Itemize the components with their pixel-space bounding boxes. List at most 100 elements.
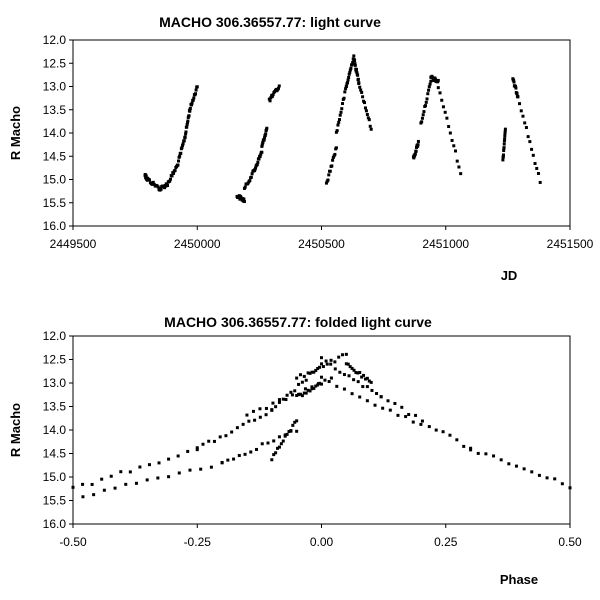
light-curve-data-point [327,173,331,177]
folded-light-curve-data-point [295,419,299,423]
folded-light-curve-data-point [318,381,322,385]
folded-light-curve-y-tick-label: 14.5 [43,447,67,461]
folded-light-curve-data-point [568,486,572,490]
light-curve-data-point [538,180,542,184]
light-curve-data-point [427,85,431,89]
folded-light-curve-data-point [281,439,285,443]
light-curve-data-point [243,185,247,189]
light-curve-data-point [338,113,342,117]
light-curve-data-point [351,61,355,65]
light-curve-data-point [173,169,177,173]
light-curve-data-point [348,68,352,72]
folded-light-curve-data-point [92,493,96,497]
folded-light-curve-data-point [167,457,171,461]
light-curve-y-tick-label: 13.5 [43,103,67,117]
light-curve-data-point [528,140,532,144]
folded-light-curve-data-point [344,352,348,356]
folded-light-curve-data-point [209,465,213,469]
light-curve-data-point [426,92,430,96]
light-curve-data-point [365,113,369,117]
light-curve-data-point [450,138,454,142]
light-curve-data-point [425,97,429,101]
light-curve-data-point [519,109,523,113]
light-curve-data-point [340,107,344,111]
light-curve-data-point [344,87,348,91]
folded-light-curve-data-point [308,371,312,375]
folded-light-curve-data-point [419,422,423,426]
folded-light-curve-y-ticks: 12.0 12.5 13.0 13.5 14.0 14.5 15.0 15.5 16.0 [43,329,73,531]
folded-light-curve-data-point [195,446,199,450]
folded-light-curve-data-point [293,420,297,424]
folded-light-curve-data-point [462,444,466,448]
folded-light-curve-data-point [365,376,369,380]
light-curve-data-point [258,155,262,159]
light-curve-data-point [255,163,259,167]
folded-light-curve-x-axis-label: Phase [500,572,538,587]
light-curve-y-tick-label: 15.0 [43,173,67,187]
light-curve-data-point [186,121,190,125]
folded-light-curve-y-tick-label: 13.0 [43,376,67,390]
light-curve-x-tick-label: 2451500 [547,237,594,251]
light-curve-data-point [179,151,183,155]
folded-light-curve-title: MACHO 306.36557.77: folded light curve [164,314,432,330]
light-curve-data-point [271,93,275,97]
folded-light-curve-data-point [295,429,299,433]
light-curve-data-point [250,172,254,176]
folded-light-curve-data-point [361,385,365,389]
folded-light-curve-data-point [147,463,151,467]
light-curve-data-point [260,150,264,154]
folded-light-curve-data-point [310,370,314,374]
folded-light-curve-data-point [324,359,328,363]
light-curve-data-point [364,109,368,113]
folded-light-curve-y-tick-label: 15.0 [43,470,67,484]
folded-light-curve-data-point [354,371,358,375]
folded-light-curve-data-point [220,460,224,464]
folded-light-curve-data-point [365,385,369,389]
light-curve-data-point [349,66,353,70]
folded-light-curve-data-point [427,425,431,429]
folded-light-curve-data-point [138,465,142,469]
light-curve-data-point [348,70,352,74]
light-curve-data-point [531,153,535,157]
folded-light-curve-data-point [264,406,268,410]
folded-light-curve-data-point [298,373,302,377]
folded-light-curve-data-point [145,478,149,482]
light-curve-x-tick-label: 2450500 [298,237,345,251]
light-curve-data-point [177,159,181,163]
folded-light-curve-data-point [358,395,362,399]
folded-light-curve-y-tick-label: 12.5 [43,353,67,367]
folded-light-curve-data-point [235,426,239,430]
light-curve-data-point [259,152,263,156]
light-curve-data-point [514,84,518,88]
light-curve-data-point [168,179,172,183]
folded-light-curve-data-point [484,452,488,456]
light-curve-data-point [503,137,507,141]
folded-light-curve-points [71,352,572,499]
light-curve-data-point [337,118,341,122]
folded-light-curve-data-point [329,362,333,366]
light-curve-data-point [501,155,505,159]
folded-light-curve-data-point [316,383,320,387]
light-curve-data-point [512,78,516,82]
folded-light-curve-data-point [325,362,329,366]
folded-light-curve-data-point [113,486,117,490]
folded-light-curve-data-point [321,365,325,369]
folded-light-curve-data-point [306,388,310,392]
folded-light-curve-x-tick-label: -0.50 [59,535,87,549]
folded-light-curve-data-point [348,365,352,369]
light-curve-data-point [176,163,180,167]
folded-light-curve-data-point [302,391,306,395]
light-curve-data-point [503,131,507,135]
light-curve-data-point [447,125,451,129]
folded-light-curve-data-point [284,397,288,401]
folded-light-curve-data-point [396,413,400,417]
light-curve-data-point [523,121,527,125]
folded-light-curve-data-point [362,373,366,377]
folded-light-curve-data-point [212,439,216,443]
folded-light-curve-data-point [124,482,128,486]
folded-light-curve-data-point [545,476,549,480]
folded-light-curve-data-point [338,370,342,374]
light-curve-y-tick-label: 15.5 [43,196,67,210]
light-curve-data-point [502,146,506,150]
